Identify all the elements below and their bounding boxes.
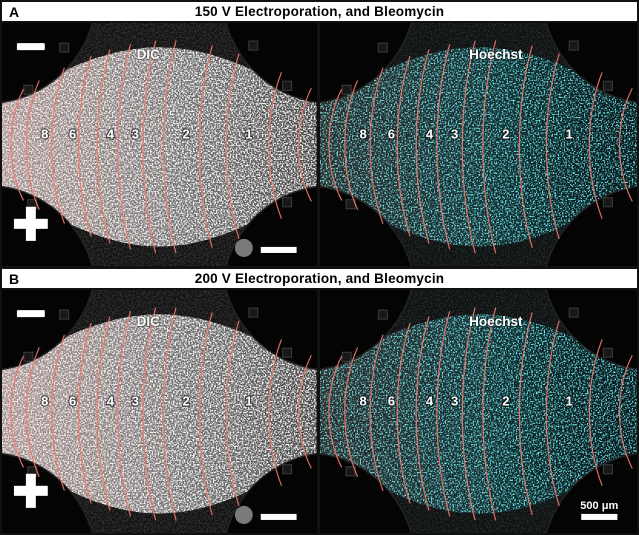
zone-number-4: 4 [107, 393, 115, 408]
plus-electrode-icon [13, 206, 48, 241]
field-contour-lines [10, 40, 312, 254]
zone-number-1: 1 [565, 393, 572, 408]
micrograph-svg: 8 6 4 3 2 1 Hoechst [319, 23, 637, 266]
zone-number-3: 3 [132, 393, 139, 408]
zone-number-2: 2 [502, 393, 509, 408]
scale-bar [580, 513, 617, 520]
zone-number-4: 4 [107, 126, 115, 141]
zone-number-1: 1 [245, 393, 252, 408]
fiducial-markers [341, 40, 613, 210]
panel-a-images: 8 6 4 3 2 1 DIC 8 6 4 3 2 1 Hoechst [2, 23, 637, 266]
zone-numbers: 8 6 4 3 2 1 [40, 125, 254, 143]
micrograph-b-dic: 8 6 4 3 2 1 DIC [2, 290, 320, 533]
zone-numbers: 8 6 4 3 2 1 [40, 392, 254, 410]
panel-b-title: 200 V Electroporation, and Bleomycin [194, 271, 445, 286]
zone-number-4: 4 [425, 126, 433, 141]
zone-number-2: 2 [183, 393, 190, 408]
micrograph-b-hoechst: 8 6 4 3 2 1 Hoechst 500 μm [319, 290, 637, 533]
scale-bar [260, 246, 297, 253]
zone-number-4: 4 [425, 393, 433, 408]
zone-number-8: 8 [41, 393, 48, 408]
minus-electrode-icon [16, 43, 45, 51]
zone-number-6: 6 [387, 393, 394, 408]
panel-b-header: B 200 V Electroporation, and Bleomycin [2, 269, 637, 290]
micrograph-svg: 8 6 4 3 2 1 DIC [2, 23, 317, 266]
micrograph-a-dic: 8 6 4 3 2 1 DIC [2, 23, 320, 266]
panel-a-letter: A [9, 3, 20, 20]
zone-number-3: 3 [132, 126, 139, 141]
zone-numbers: 8 6 4 3 2 1 [358, 125, 574, 143]
micrograph-a-hoechst: 8 6 4 3 2 1 Hoechst [319, 23, 637, 266]
scale-bar [260, 513, 297, 520]
field-contour-lines [327, 307, 633, 521]
stain-label: Hoechst [469, 47, 523, 62]
micrograph-svg: 8 6 4 3 2 1 DIC [2, 290, 317, 533]
stain-label: DIC [137, 47, 160, 62]
zone-number-1: 1 [565, 126, 572, 141]
stain-label: DIC [137, 314, 160, 329]
zone-number-3: 3 [451, 126, 458, 141]
panel-a-header: A 150 V Electroporation, and Bleomycin [2, 2, 637, 23]
zone-numbers: 8 6 4 3 2 1 [358, 392, 574, 410]
panel-b: B 200 V Electroporation, and Bleomycin 8… [2, 266, 637, 533]
zone-number-8: 8 [359, 126, 366, 141]
stain-label: Hoechst [469, 314, 523, 329]
plus-electrode-icon [13, 473, 48, 508]
zone-number-8: 8 [41, 126, 48, 141]
zone-number-6: 6 [69, 393, 76, 408]
fiducial-markers [341, 307, 613, 477]
field-contour-lines [10, 307, 312, 521]
zone-number-2: 2 [502, 126, 509, 141]
zone-number-8: 8 [359, 393, 366, 408]
zone-number-6: 6 [69, 126, 76, 141]
panel-a-title: 150 V Electroporation, and Bleomycin [194, 4, 445, 19]
micrograph-svg: 8 6 4 3 2 1 Hoechst 500 μm [319, 290, 637, 533]
zone-number-1: 1 [245, 126, 252, 141]
panel-b-images: 8 6 4 3 2 1 DIC 8 6 4 3 2 1 Hoechst 500 μm [2, 290, 637, 533]
zone-number-2: 2 [183, 126, 190, 141]
field-contour-lines [327, 40, 633, 254]
minus-electrode-icon [16, 310, 45, 318]
corner-posts [319, 290, 637, 533]
zone-number-6: 6 [387, 126, 394, 141]
panel-a: A 150 V Electroporation, and Bleomycin 8… [2, 2, 637, 266]
panel-b-letter: B [9, 270, 20, 287]
fiducial-markers [23, 40, 293, 257]
scale-label: 500 μm [580, 500, 618, 512]
zone-number-3: 3 [451, 393, 458, 408]
corner-posts [319, 23, 637, 266]
